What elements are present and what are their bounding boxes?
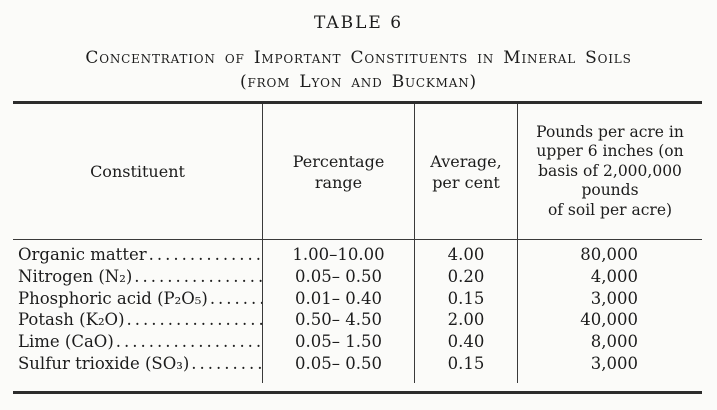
table-cell-pounds: 8,000 [590, 332, 638, 352]
table-cell-average: 0.20 [415, 265, 518, 288]
dot-leader: ........................................… [126, 310, 262, 330]
table-cell-pounds: 3,000 [590, 288, 638, 308]
column-header-constituent: Constituent [13, 104, 263, 240]
dot-leader: ........................................… [209, 288, 262, 308]
dot-leader: ........................................… [134, 266, 262, 286]
dot-leader: ........................................… [148, 245, 262, 264]
table-row-constituent: Sulfur trioxide (SO₃) ..................… [13, 352, 263, 375]
constituent-label: Lime (CaO) [18, 332, 114, 352]
table-cell-average: 2.00 [415, 309, 518, 332]
constituent-label: Phosphoric acid (P₂O₅) [18, 288, 208, 308]
table-row-constituent: Lime (CaO) .............................… [13, 331, 263, 353]
subtitle-line-1: Concentration of Important Constituents … [85, 48, 632, 68]
table-cell-pounds: 40,000 [580, 310, 638, 330]
column-header-percentage-range: Percentage range [263, 104, 415, 240]
table-subtitle: Concentration of Important Constituents … [0, 47, 717, 94]
column-header-pounds-per-acre: Pounds per acre in upper 6 inches (on ba… [518, 104, 702, 240]
table-cell-average: 4.00 [415, 244, 518, 266]
constituent-label: Organic matter [18, 245, 147, 264]
column-header-average: Average, per cent [415, 104, 518, 240]
subtitle-line-2: (from Lyon and Buckman) [240, 71, 477, 92]
table-cell-pounds: 4,000 [590, 266, 638, 286]
spacer-cell [263, 240, 415, 244]
table-bottom-rule [13, 390, 702, 394]
table-row-constituent: Nitrogen (N₂) ..........................… [13, 265, 263, 288]
table-cell-average: 0.15 [415, 287, 518, 310]
table-grid: Constituent Percentage range Average, pe… [13, 101, 702, 383]
table-cell-range: 0.05– 0.50 [263, 352, 415, 375]
table-cell-average: 0.40 [415, 331, 518, 353]
table-cell-range: 0.01– 0.40 [263, 287, 415, 310]
data-table: Constituent Percentage range Average, pe… [13, 101, 702, 394]
table-title: TABLE 6 [313, 13, 404, 33]
table-cell-pounds: 3,000 [590, 353, 638, 373]
table-cell-range: 0.05– 1.50 [263, 331, 415, 353]
dot-leader: ........................................… [115, 332, 262, 352]
constituent-label: Potash (K₂O) [18, 310, 125, 330]
table-row-constituent: Organic matter .........................… [13, 244, 263, 266]
constituent-label: Sulfur trioxide (SO₃) [18, 353, 190, 373]
spacer-cell [518, 375, 702, 383]
spacer-cell [415, 374, 518, 383]
table-cell-pounds: 80,000 [580, 245, 638, 264]
table-row-constituent: Phosphoric acid (P₂O₅) .................… [13, 287, 263, 310]
table-row-constituent: Potash (K₂O) ...........................… [13, 309, 263, 332]
table-cell-average: 0.15 [415, 352, 518, 375]
table-cell-range: 1.00–10.00 [263, 244, 415, 266]
spacer-cell [263, 374, 415, 383]
table-cell-range: 0.50– 4.50 [263, 309, 415, 332]
spacer-cell [13, 374, 263, 383]
spacer-cell [13, 240, 263, 244]
constituent-label: Nitrogen (N₂) [18, 266, 133, 286]
spacer-cell [415, 240, 518, 244]
dot-leader: ........................................… [191, 353, 262, 373]
table-cell-range: 0.05– 0.50 [263, 265, 415, 288]
